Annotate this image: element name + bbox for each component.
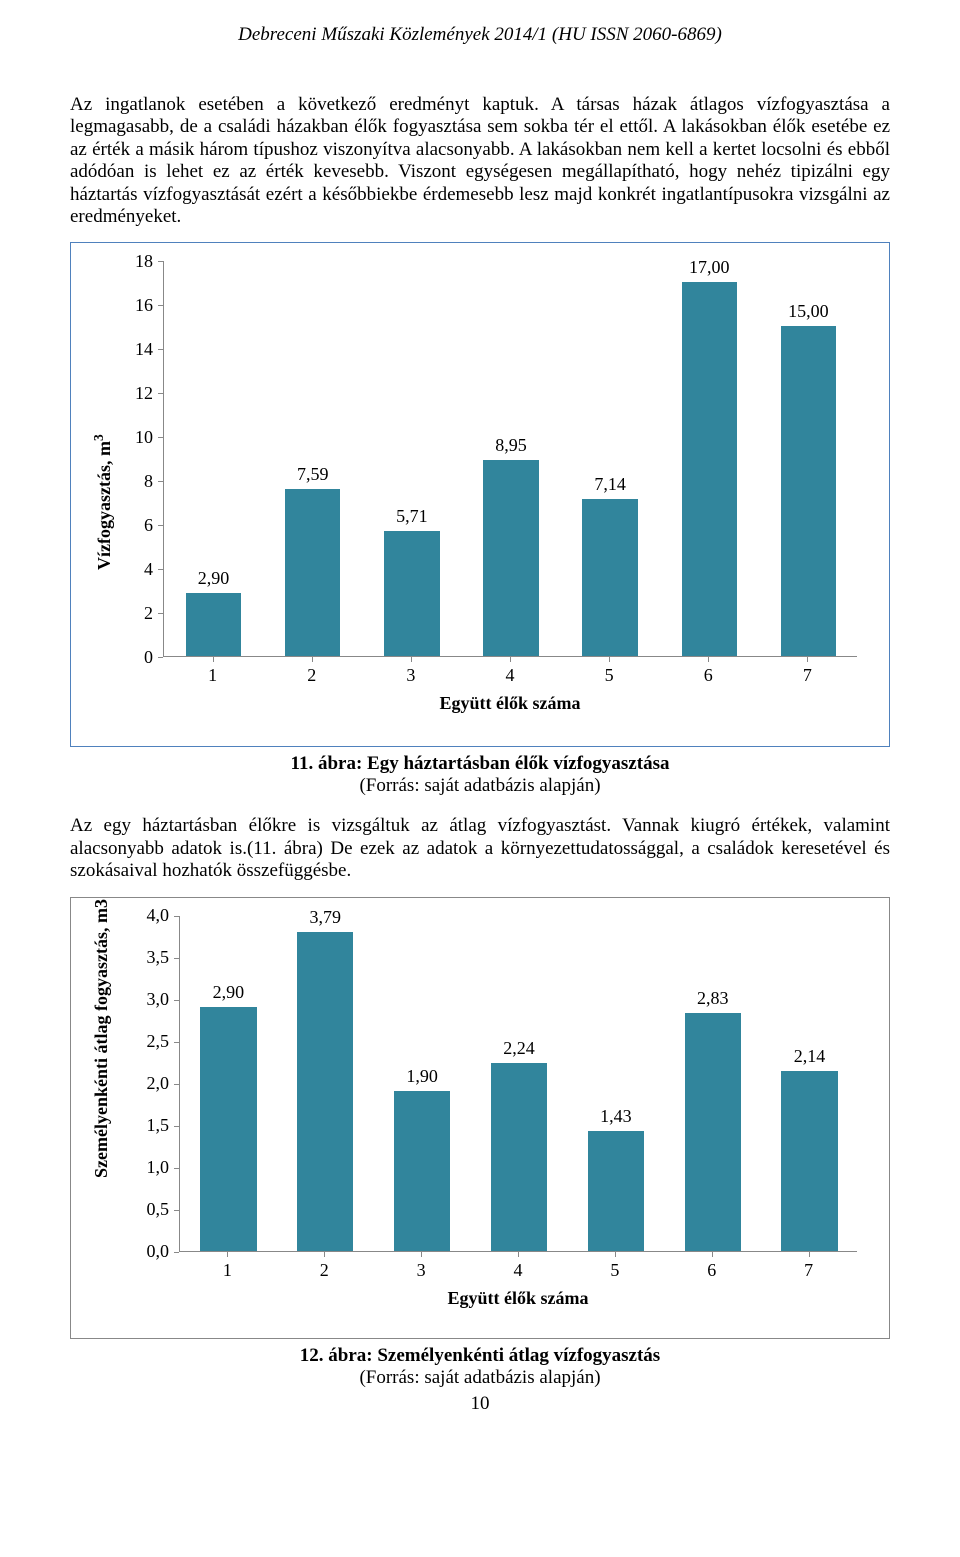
- paragraph-2: Az egy háztartásban élőkre is vizsgáltuk…: [70, 815, 890, 882]
- bar-value-label: 8,95: [495, 435, 527, 456]
- x-tick-label: 6: [698, 665, 718, 686]
- bar: 2,24: [491, 1038, 547, 1251]
- y-tick-label: 2: [144, 603, 153, 624]
- y-tick-label: 1,5: [147, 1115, 170, 1136]
- bar: 7,14: [582, 474, 638, 656]
- bar: 1,43: [588, 1106, 644, 1251]
- x-axis-label: Együtt élők száma: [163, 693, 857, 714]
- x-tick-label: 5: [599, 665, 619, 686]
- x-axis-label: Együtt élők száma: [179, 1288, 857, 1309]
- bar-value-label: 2,90: [213, 982, 245, 1003]
- y-tick-label: 14: [135, 339, 153, 360]
- bar: 7,59: [285, 464, 341, 656]
- y-axis-label: Személyenkénti átlag fogyasztás, m3: [91, 899, 112, 1178]
- bar-value-label: 2,24: [503, 1038, 535, 1059]
- y-tick-label: 1,0: [147, 1157, 170, 1178]
- bar: 17,00: [682, 257, 738, 656]
- y-tick-label: 6: [144, 515, 153, 536]
- x-tick-label: 6: [702, 1260, 722, 1281]
- x-tick-label: 7: [797, 665, 817, 686]
- bar-rect: [582, 499, 638, 656]
- bar-rect: [491, 1063, 547, 1251]
- y-tick-label: 4,0: [147, 905, 170, 926]
- figure-11-caption-source: (Forrás: saját adatbázis alapján): [359, 775, 600, 796]
- page: Debreceni Műszaki Közlemények 2014/1 (HU…: [0, 0, 960, 1455]
- bar-value-label: 2,83: [697, 988, 729, 1009]
- bar-value-label: 1,43: [600, 1106, 632, 1127]
- paragraph-1: Az ingatlanok esetében a következő eredm…: [70, 94, 890, 228]
- bar-rect: [483, 460, 539, 657]
- x-tick-label: 2: [302, 665, 322, 686]
- figure-11-caption: 11. ábra: Egy háztartásban élők vízfogya…: [70, 753, 890, 797]
- x-tick-label: 5: [605, 1260, 625, 1281]
- bar: 2,90: [200, 982, 256, 1251]
- x-tick-label: 3: [411, 1260, 431, 1281]
- figure-12-chart: Személyenkénti átlag fogyasztás, m3 0,0 0,…: [70, 897, 890, 1339]
- bar-value-label: 7,59: [297, 464, 329, 485]
- y-tick-label: 2,0: [147, 1073, 170, 1094]
- bar: 2,83: [685, 988, 741, 1251]
- x-tick-label: 4: [508, 1260, 528, 1281]
- bar-value-label: 1,90: [406, 1066, 438, 1087]
- bar-value-label: 15,00: [788, 301, 829, 322]
- bar-rect: [588, 1131, 644, 1251]
- x-tick-label: 1: [203, 665, 223, 686]
- figure-12-caption: 12. ábra: Személyenkénti átlag vízfogyas…: [70, 1345, 890, 1389]
- figure-11-caption-title: 11. ábra: Egy háztartásban élők vízfogya…: [291, 753, 670, 774]
- y-tick-label: 10: [135, 427, 153, 448]
- bar-rect: [200, 1007, 256, 1251]
- y-tick-label: 0,5: [147, 1199, 170, 1220]
- plot-area: 2,907,595,718,957,1417,0015,00: [163, 261, 857, 657]
- bar-value-label: 2,90: [198, 568, 230, 589]
- plot-area: 2,903,791,902,241,432,832,14: [179, 916, 857, 1252]
- figure-12-caption-source: (Forrás: saját adatbázis alapján): [359, 1367, 600, 1388]
- bar-rect: [394, 1091, 450, 1251]
- x-tick-label: 2: [314, 1260, 334, 1281]
- bar-value-label: 7,14: [594, 474, 626, 495]
- figure-12-caption-title: 12. ábra: Személyenkénti átlag vízfogyas…: [300, 1345, 660, 1366]
- y-tick-label: 8: [144, 471, 153, 492]
- y-tick-label: 12: [135, 383, 153, 404]
- bar-rect: [297, 932, 353, 1250]
- bar-value-label: 2,14: [794, 1046, 826, 1067]
- y-tick-label: 3,0: [147, 989, 170, 1010]
- bar-rect: [384, 531, 440, 657]
- bar: 5,71: [384, 506, 440, 657]
- y-tick-label: 18: [135, 251, 153, 272]
- bar-rect: [682, 282, 738, 656]
- bar: 2,90: [186, 568, 242, 657]
- bar-value-label: 17,00: [689, 257, 730, 278]
- bar: 1,90: [394, 1066, 450, 1251]
- figure-11-chart: Vízfogyasztás, m30246810121416182,907,59…: [70, 242, 890, 747]
- bar: 2,14: [781, 1046, 837, 1251]
- bar: 3,79: [297, 907, 353, 1250]
- x-tick-label: 3: [401, 665, 421, 686]
- y-tick-label: 3,5: [147, 947, 170, 968]
- bar-value-label: 5,71: [396, 506, 428, 527]
- y-axis-label: Vízfogyasztás, m3: [91, 435, 115, 571]
- bar-value-label: 3,79: [310, 907, 342, 928]
- bar-rect: [781, 1071, 837, 1251]
- bar-rect: [285, 489, 341, 656]
- bar: 15,00: [781, 301, 837, 656]
- x-tick-label: 7: [799, 1260, 819, 1281]
- x-tick-label: 1: [217, 1260, 237, 1281]
- bar-rect: [685, 1013, 741, 1251]
- y-tick-label: 0: [144, 647, 153, 668]
- y-tick-label: 0,0: [147, 1241, 170, 1262]
- y-tick-label: 2,5: [147, 1031, 170, 1052]
- bar: 8,95: [483, 435, 539, 657]
- running-header: Debreceni Műszaki Közlemények 2014/1 (HU…: [70, 0, 890, 94]
- x-tick-label: 4: [500, 665, 520, 686]
- y-tick-label: 4: [144, 559, 153, 580]
- bar-rect: [186, 593, 242, 657]
- bar-rect: [781, 326, 837, 656]
- page-number: 10: [70, 1393, 890, 1415]
- y-tick-label: 16: [135, 295, 153, 316]
